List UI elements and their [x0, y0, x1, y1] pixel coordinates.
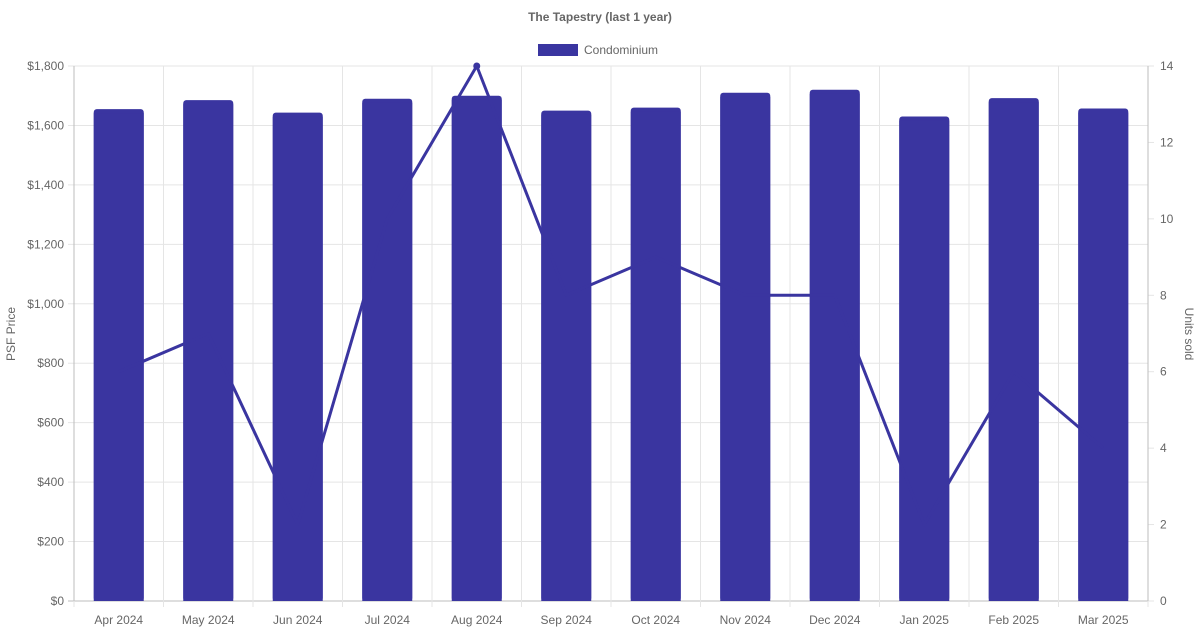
bar-body: [1078, 112, 1129, 601]
x-tick-label: Apr 2024: [94, 613, 143, 627]
legend-label-condominium: Condominium: [584, 43, 658, 57]
y-tick-label: $1,000: [27, 297, 64, 311]
bar-body: [451, 99, 502, 601]
bar-body: [272, 116, 323, 602]
y2-tick-label: 0: [1160, 594, 1167, 608]
bar-body: [630, 111, 681, 601]
y-tick-label: $400: [37, 475, 64, 489]
y-tick-label: $800: [37, 356, 64, 370]
y2-tick-label: 6: [1160, 365, 1167, 379]
x-tick-label: Jun 2024: [273, 613, 323, 627]
legend-swatch-condominium: [538, 44, 578, 56]
bar-series: [93, 89, 1129, 602]
y-tick-label: $1,400: [27, 178, 64, 192]
x-tick-label: Feb 2025: [988, 613, 1039, 627]
y-tick-label: $0: [51, 594, 65, 608]
x-tick-label: Dec 2024: [809, 613, 861, 627]
bar-body: [899, 120, 950, 602]
bar-body: [809, 93, 860, 602]
units-sold-point: [473, 62, 481, 70]
chart-title: The Tapestry (last 1 year): [528, 10, 672, 24]
x-tick-label: Mar 2025: [1078, 613, 1129, 627]
y2-tick-label: 14: [1160, 59, 1174, 73]
x-tick-label: Jan 2025: [900, 613, 950, 627]
y2-axis-title: Units sold: [1182, 308, 1196, 361]
bar-body: [541, 114, 592, 601]
y-tick-label: $200: [37, 535, 64, 549]
y2-tick-label: 10: [1160, 212, 1174, 226]
y2-tick-label: 12: [1160, 135, 1174, 149]
bar-body: [93, 113, 144, 601]
tick-labels: $0 $200 $400 $600 $800 $1,000 $1,200 $1,400 $1,6…: [27, 59, 1173, 627]
bar-body: [720, 96, 771, 601]
x-tick-label: Aug 2024: [451, 613, 503, 627]
units-sold-line: [118, 64, 1105, 527]
bar-body: [362, 102, 413, 601]
x-tick-label: Sep 2024: [541, 613, 593, 627]
y-tick-label: $1,200: [27, 237, 64, 251]
x-tick-label: May 2024: [182, 613, 235, 627]
legend[interactable]: Condominium: [538, 43, 658, 57]
axes: [73, 66, 1149, 601]
y2-tick-label: 2: [1160, 518, 1167, 532]
y2-tick-label: 4: [1160, 441, 1167, 455]
x-tick-label: Oct 2024: [631, 613, 680, 627]
bar-body: [988, 102, 1039, 601]
x-tick-label: Jul 2024: [365, 613, 411, 627]
y2-tick-label: 8: [1160, 288, 1167, 302]
y-axis-title: PSF Price: [4, 307, 18, 361]
y-tick-label: $1,800: [27, 59, 64, 73]
y-tick-label: $600: [37, 416, 64, 430]
y-tick-label: $1,600: [27, 118, 64, 132]
bar-body: [183, 104, 234, 602]
x-tick-label: Nov 2024: [720, 613, 772, 627]
line-series: [118, 62, 1105, 527]
